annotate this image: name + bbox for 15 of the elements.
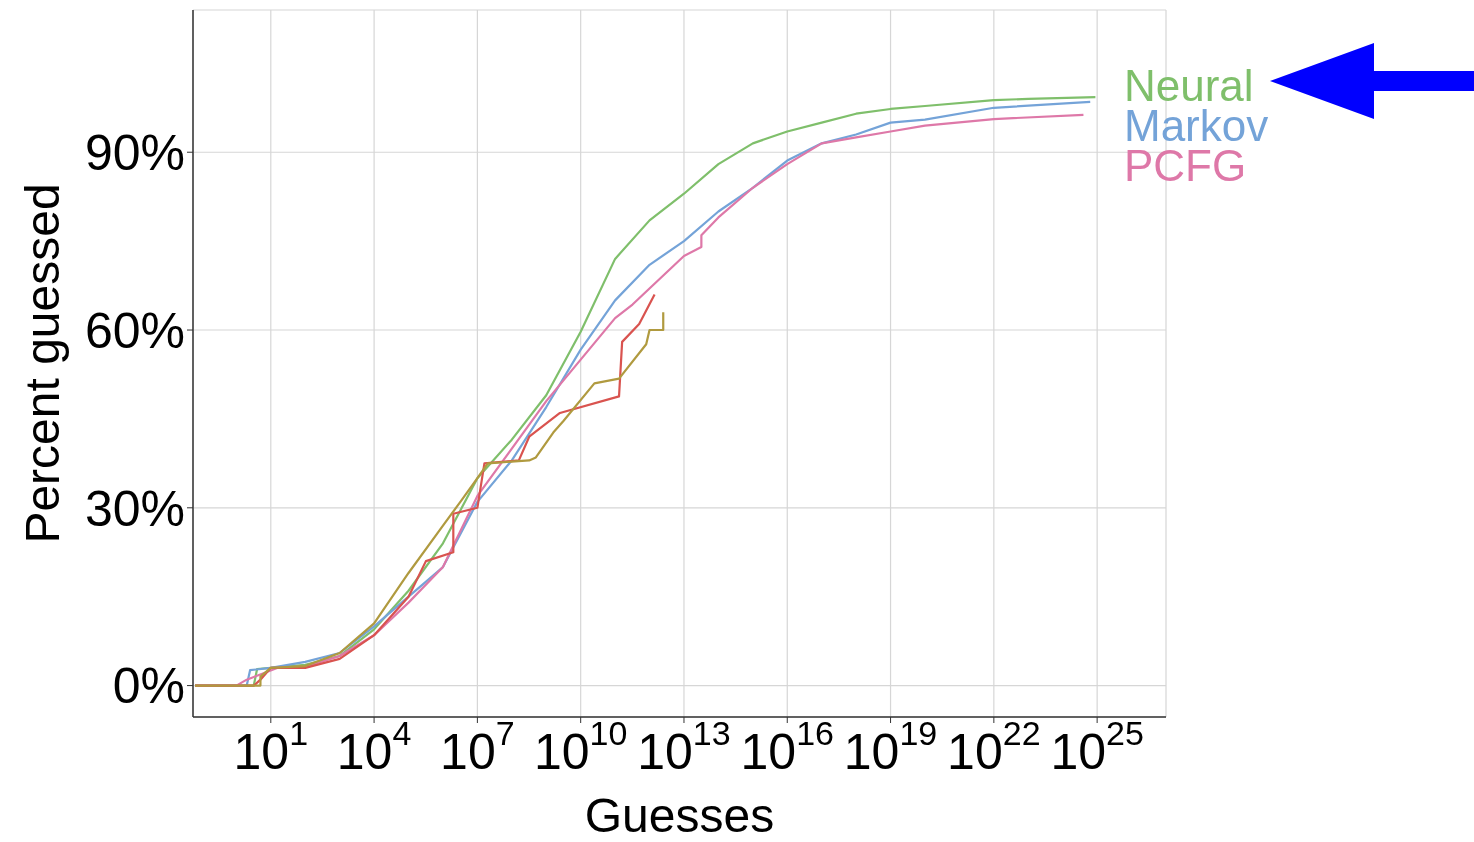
x-tick-label: 10$^{25}$: [1050, 714, 1144, 780]
x-tick-label: 10$^{1}$: [233, 714, 309, 780]
x-tick-label: 10$^{16}$: [740, 714, 834, 780]
x-tick-label: 10$^{10}$: [533, 714, 628, 780]
y-tick-label: 30%: [84, 480, 185, 537]
x-tick-label: 10$^{13}$: [637, 714, 731, 780]
x-tick-label: 10$^{19}$: [843, 714, 938, 780]
y-tick-label: 90%: [84, 124, 185, 181]
y-tick-label: 60%: [84, 302, 185, 359]
x-axis-title: Guesses: [584, 789, 775, 842]
y-tick-label: 0%: [112, 658, 185, 715]
x-tick-label: 10$^{7}$: [440, 714, 515, 780]
x-tick-label: 10$^{4}$: [336, 714, 412, 780]
x-tick-label: 10$^{22}$: [947, 714, 1041, 780]
y-axis-title: Percent guessed: [16, 183, 70, 544]
